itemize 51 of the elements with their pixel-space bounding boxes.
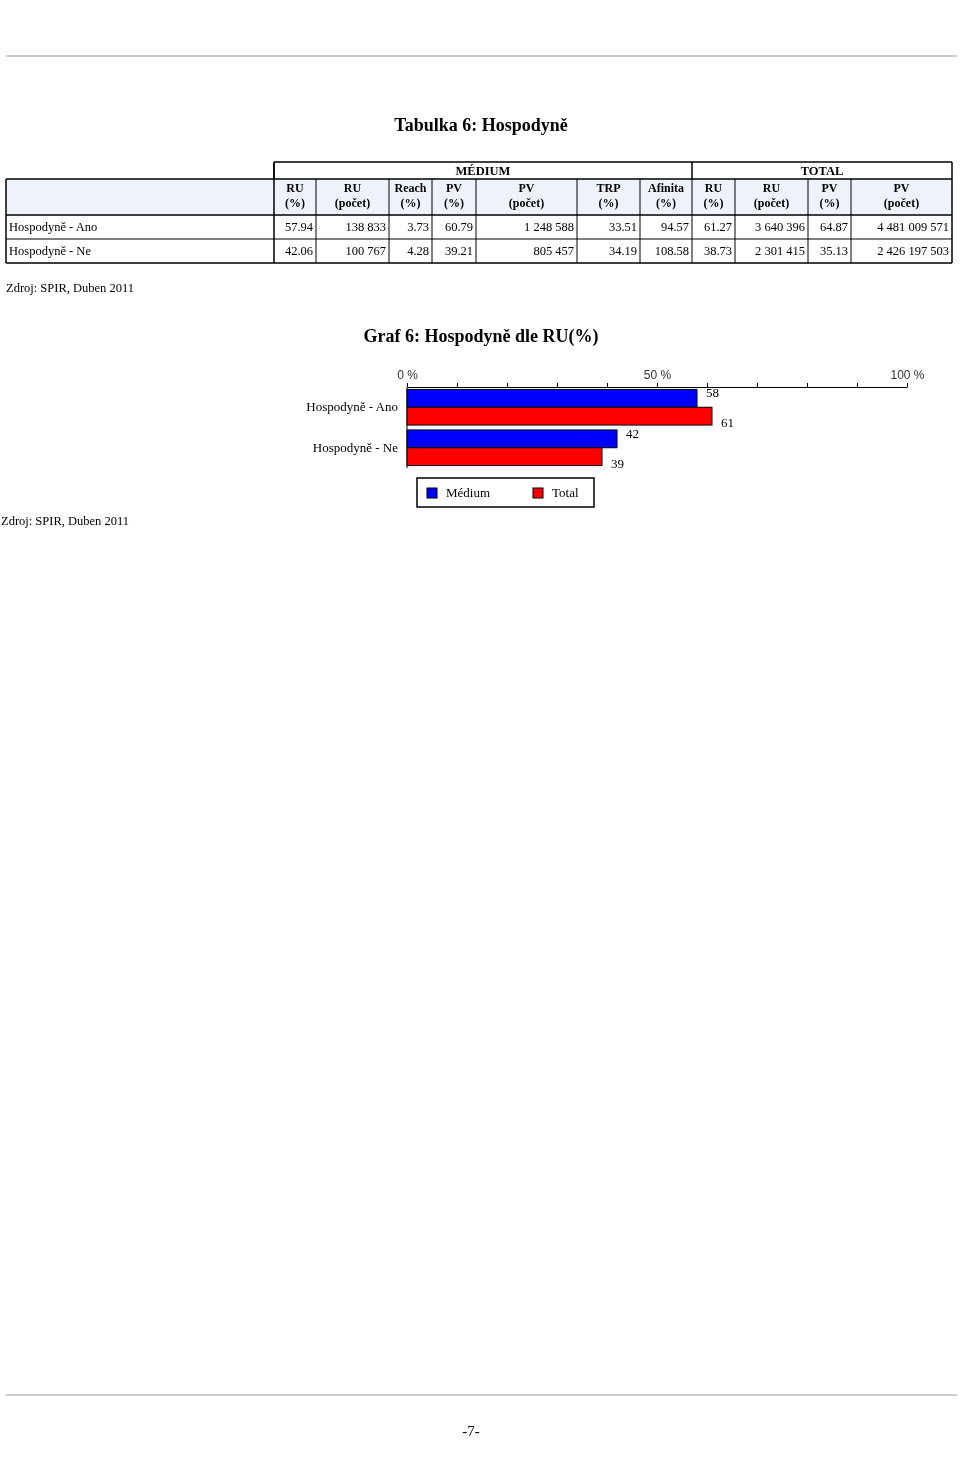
chart-title: Graf 6: Hospodyně dle RU(%) [363,326,599,347]
data-label: 39.21 [444,244,473,258]
data-label: 38.73 [703,244,732,258]
data-label: 42 [626,425,639,441]
data-label: 94.57 [660,220,689,234]
data-label: 2 426 197 503 [877,244,949,258]
category-label: PV (počet) [883,181,920,210]
data-label: 138 833 [345,220,386,234]
data-label: 33.51 [608,220,637,234]
data-label: 3.73 [407,220,429,234]
data-label: 39 [611,455,624,471]
category-label: PV (%) [444,181,464,210]
text: Hospodyně - Ne [9,244,92,258]
data-label: 1 248 588 [524,220,574,234]
data-label: 61.27 [703,220,732,234]
data-label: 805 457 [533,244,574,258]
legend-label: Médium [446,485,491,500]
category-label: Afinita (%) [648,181,684,210]
data-label: 42.06 [284,244,313,258]
text: Hospodyně - Ano [9,220,98,234]
text: Tabulka 6: Hospodyně [394,115,568,135]
data-label: 34.19 [608,244,637,258]
category-label: RU (počet) [334,181,371,210]
data-label: 35.13 [819,244,848,258]
data-label: 3 640 396 [755,220,805,234]
x-tick-label: 100 % [890,368,925,382]
data-label: 60.79 [444,220,473,234]
x-tick-label: 0 % [397,368,419,382]
text: TOTAL [800,164,844,178]
data-label: 58 [706,385,719,401]
category-label: PV (počet) [508,181,545,210]
text: Zdroj: SPIR, Duben 2011 [6,281,135,295]
category-label: RU (%) [285,181,305,210]
category-label: TRP (%) [596,181,621,210]
category-label: RU (počet) [753,181,790,210]
text: Zdroj: SPIR, Duben 2011 [1,514,130,528]
data-label: 4.28 [407,244,429,258]
data-label: 57.94 [284,220,314,234]
legend-label: Total [552,485,579,500]
data-label: 61 [721,415,734,431]
data-label: 4 481 009 571 [877,220,949,234]
x-tick-label: 50 % [643,368,672,382]
text: -7- [462,1423,480,1439]
data-label: 2 301 415 [755,244,805,258]
category-label: Reach (%) [394,181,427,210]
category-label: RU (%) [703,181,724,210]
data-label: 64.87 [819,220,848,234]
text: MÉDIUM [455,164,511,178]
data-label: 100 767 [345,244,386,258]
category-label: PV (%) [819,181,840,210]
data-label: 108.58 [654,244,689,258]
